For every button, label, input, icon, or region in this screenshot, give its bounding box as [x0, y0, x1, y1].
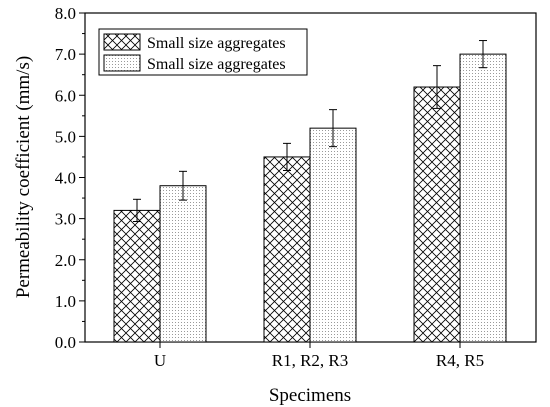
error-bar-series-1-1 — [133, 198, 141, 223]
bar-series-2-2 — [309, 127, 357, 343]
y-tick-label: 5.0 — [55, 127, 76, 146]
x-axis: U R1, R2, R3 R4, R5 — [154, 342, 484, 370]
y-axis-title: Permeability coefficient (mm/s) — [13, 56, 34, 298]
y-tick-label: 6.0 — [55, 86, 76, 105]
legend-swatch-series-1 — [103, 33, 141, 51]
error-bar-series-2-3 — [479, 40, 487, 69]
plot-area: 0.0 1.0 2.0 3.0 4.0 5.0 6.0 7.0 8.0 U R1, R2, R3 R… — [55, 4, 537, 370]
bar-series-1-2 — [263, 156, 311, 343]
x-tick-label: R4, R5 — [436, 351, 484, 370]
legend: Small size aggregates Small size aggrega… — [98, 28, 308, 76]
bar-series-1-1 — [113, 209, 161, 343]
y-axis: 0.0 1.0 2.0 3.0 4.0 5.0 6.0 7.0 8.0 — [55, 4, 85, 352]
y-tick-label: 0.0 — [55, 333, 76, 352]
error-bars-layer — [133, 40, 487, 223]
bars-layer — [113, 53, 507, 343]
error-bar-series-2-1 — [179, 170, 187, 201]
y-tick-label: 2.0 — [55, 251, 76, 270]
x-tick-label: R1, R2, R3 — [272, 351, 349, 370]
y-tick-label: 4.0 — [55, 169, 76, 188]
error-bar-series-1-2 — [283, 142, 291, 172]
error-bar-series-1-3 — [433, 65, 441, 109]
y-tick-label: 7.0 — [55, 45, 76, 64]
bar-series-1-3 — [413, 86, 461, 343]
x-axis-title: Specimens — [269, 385, 351, 406]
legend-label-series-2: Small size aggregates — [147, 56, 286, 73]
y-tick-label: 1.0 — [55, 292, 76, 311]
legend-swatch-series-2 — [103, 54, 141, 72]
y-tick-label: 3.0 — [55, 210, 76, 229]
legend-label-series-1: Small size aggregates — [147, 35, 286, 52]
error-bar-series-2-2 — [329, 109, 337, 148]
y-tick-label: 8.0 — [55, 4, 76, 23]
bar-series-2-3 — [459, 53, 507, 343]
bar-series-2-1 — [159, 185, 207, 343]
x-tick-label: U — [154, 351, 166, 370]
